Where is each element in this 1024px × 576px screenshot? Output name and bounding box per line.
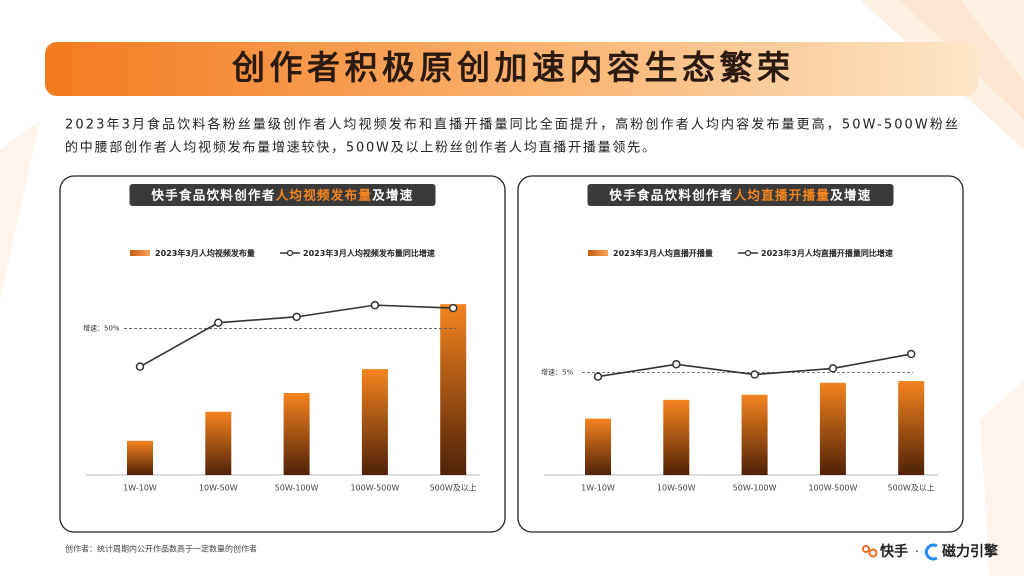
chart-title-pill: [587, 184, 894, 206]
brand-name: 快手: [880, 543, 908, 560]
x-tick-label: 100W-500W: [808, 484, 857, 493]
x-tick-label: 100W-500W: [350, 484, 399, 493]
legend-label: 2023年3月人均视频发布量: [155, 248, 255, 258]
x-tick-label: 1W-10W: [581, 484, 615, 493]
x-tick-label: 500W及以上: [888, 484, 935, 493]
legend-swatch: [286, 249, 294, 257]
chart: 快手食品饮料创作者人均直播开播量及增速 2023年3月人均直播开播量 2023年3月…: [517, 175, 964, 533]
footnote: 创作者：统计周期内公开作品数高于一定数量的创作者: [65, 544, 257, 554]
x-tick-label: 500W及以上: [430, 484, 477, 493]
chart-title: 快手食品饮料创作者人均直播开播量及增速: [609, 187, 871, 202]
chart-panel: [517, 175, 964, 533]
brand-name: 磁力引擎: [942, 543, 998, 560]
bar: [205, 411, 232, 475]
brand: 快手 · 磁力引擎: [862, 543, 998, 561]
chart-title-part: 快手食品饮料创作者: [609, 187, 733, 202]
x-tick-label: 50W-100W: [733, 484, 777, 493]
chart-title-pill: [129, 184, 436, 206]
bar: [663, 399, 690, 475]
growth-marker: [370, 300, 380, 310]
x-tick-label: 1W-10W: [123, 484, 157, 493]
description-line: 的中腰部创作者人均视频发布量增速较快，500W及以上粉丝创作者人均直播开播量领先…: [65, 140, 655, 156]
brand-icon: [868, 548, 878, 558]
x-tick-label: 50W-100W: [275, 484, 319, 493]
growth-marker: [828, 364, 838, 373]
chart: 快手食品饮料创作者人均视频发布量及增速 2023年3月人均视频发布量 2023年3月…: [59, 175, 506, 533]
brand-separator: ·: [915, 545, 919, 559]
slide-title: 创作者积极原创加速内容生态繁荣: [231, 48, 790, 87]
chart-panel: [59, 175, 506, 533]
reference-label: 增速：5%: [541, 368, 573, 377]
description-line: 2023年3月食品饮料各粉丝量级创作者人均视频发布和直播开播量同比全面提升，高粉…: [65, 117, 958, 133]
bar: [440, 304, 467, 475]
bar: [127, 440, 153, 475]
chart-title: 快手食品饮料创作者人均视频发布量及增速: [151, 187, 413, 202]
growth-marker: [750, 370, 759, 379]
chart-title-part: 人均直播开播量: [734, 187, 831, 202]
chart-title-part: 及增速: [830, 187, 871, 202]
legend-swatch: [744, 249, 752, 257]
title-banner: [45, 42, 978, 96]
growth-marker: [135, 362, 145, 371]
growth-marker: [672, 360, 681, 369]
bar: [898, 381, 925, 475]
reference-label: 增速：50%: [83, 324, 120, 333]
bar: [741, 394, 768, 475]
legend-label: 2023年3月人均视频发布量同比增速: [303, 248, 435, 258]
bar: [361, 369, 388, 475]
legend-swatch: [130, 250, 150, 256]
growth-marker: [292, 312, 301, 322]
growth-marker: [448, 303, 458, 313]
x-tick-label: 10W-50W: [657, 484, 696, 493]
chart-title-part: 及增速: [372, 187, 413, 202]
growth-marker: [214, 318, 223, 327]
bar: [585, 418, 611, 475]
growth-marker: [593, 372, 603, 381]
bar: [283, 393, 310, 475]
chart-title-part: 快手食品饮料创作者: [151, 187, 275, 202]
legend-label: 2023年3月人均直播开播量同比增速: [761, 248, 893, 258]
growth-marker: [906, 349, 916, 359]
brand-icon: [862, 545, 870, 553]
chart-title-part: 人均视频发布量: [276, 187, 373, 202]
legend-label: 2023年3月人均直播开播量: [613, 248, 713, 258]
bar: [819, 382, 846, 475]
legend-swatch: [588, 250, 608, 256]
brand-icon: [924, 543, 938, 561]
x-tick-label: 10W-50W: [199, 484, 238, 493]
